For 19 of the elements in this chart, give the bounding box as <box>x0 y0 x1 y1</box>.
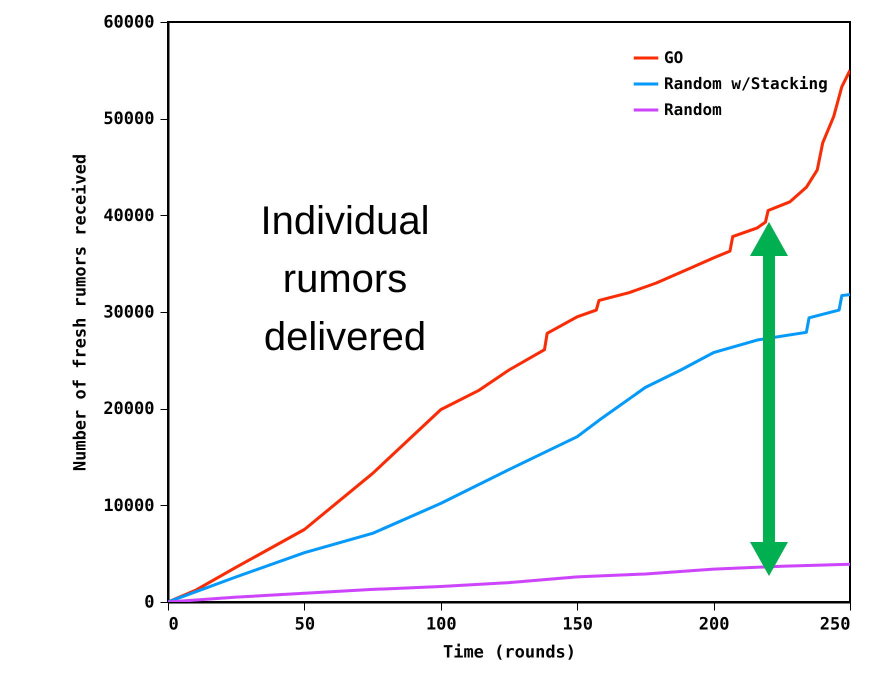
y-tick-label: 30000 <box>103 302 154 322</box>
x-axis-title: Time (rounds) <box>442 642 576 662</box>
x-tick-label: 0 <box>168 614 179 634</box>
x-tick-label: 50 <box>294 614 316 634</box>
y-tick-label: 40000 <box>103 206 154 226</box>
x-tick-label: 250 <box>820 614 850 634</box>
y-tick-label: 0 <box>144 592 154 612</box>
x-tick-label: 100 <box>426 614 457 634</box>
y-tick-label: 20000 <box>103 399 154 420</box>
legend-label: Random <box>664 100 722 119</box>
legend-label: Random w/Stacking <box>664 74 828 93</box>
annotation: Individual rumors delivered <box>260 199 430 359</box>
legend-label: GO <box>664 48 684 67</box>
x-tick-label: 200 <box>698 614 730 634</box>
y-tick-label: 50000 <box>103 109 154 130</box>
y-tick-label: 60000 <box>103 12 154 32</box>
y-axis-title: Number of fresh rumors received <box>70 154 90 472</box>
x-tick-label: 150 <box>562 614 594 634</box>
y-tick-label: 10000 <box>103 496 154 516</box>
